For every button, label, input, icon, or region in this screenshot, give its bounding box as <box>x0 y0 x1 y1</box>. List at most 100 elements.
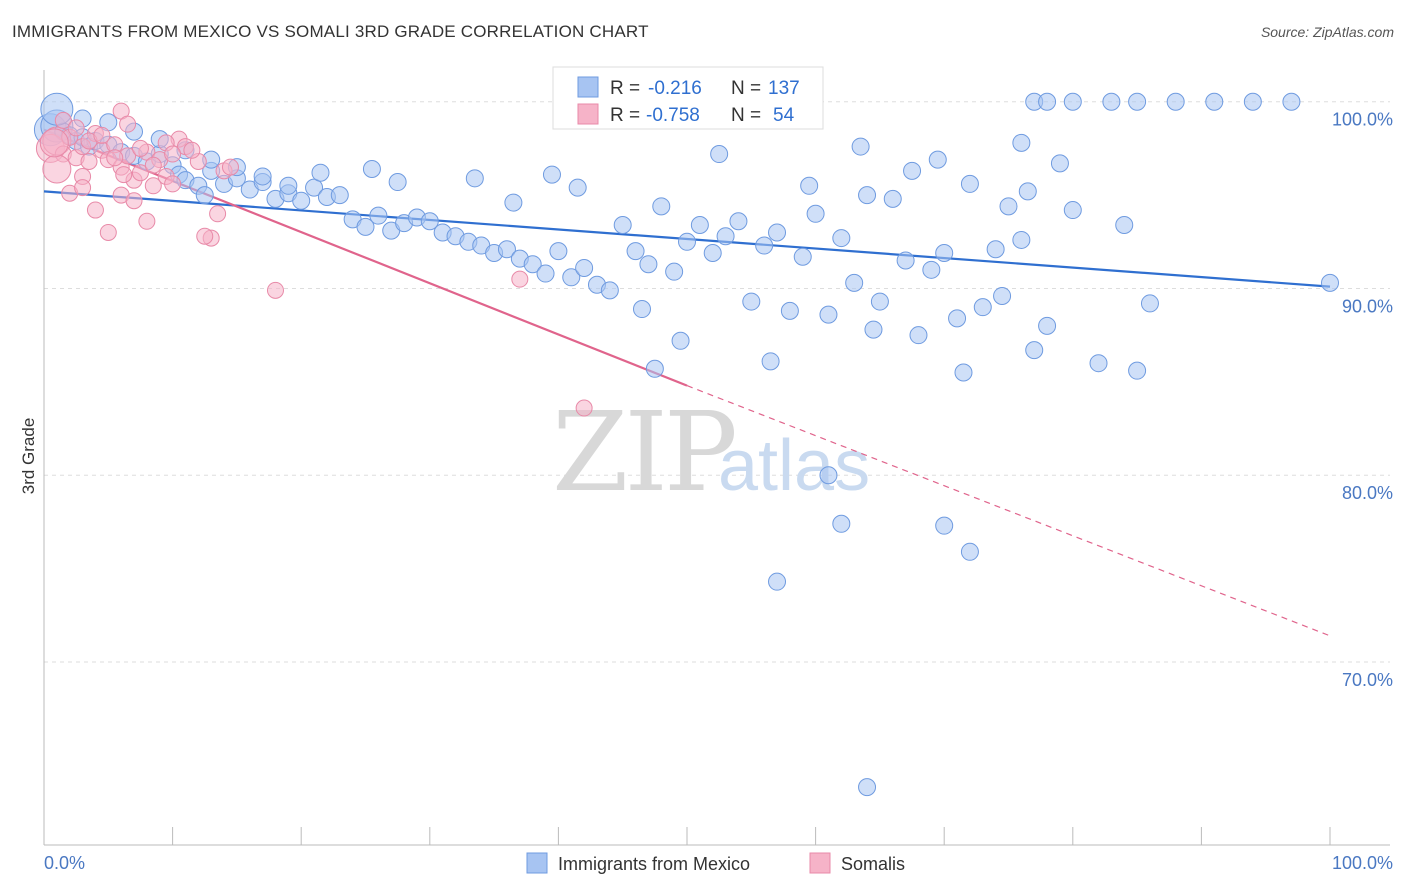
data-point-mexico <box>806 204 825 223</box>
data-point-somalis <box>67 119 85 137</box>
data-point-mexico <box>960 542 979 561</box>
data-point-mexico <box>819 466 838 485</box>
data-point-somalis <box>266 281 284 299</box>
data-point-mexico <box>883 189 902 208</box>
data-point-somalis <box>99 223 117 241</box>
data-point-mexico <box>703 244 722 263</box>
data-point-mexico <box>253 167 272 186</box>
data-point-somalis <box>125 192 143 210</box>
data-point-somalis <box>115 166 133 184</box>
data-point-mexico <box>858 186 877 205</box>
data-point-mexico <box>1243 92 1262 111</box>
data-point-mexico <box>729 212 748 231</box>
data-point-mexico <box>369 206 388 225</box>
legend-n-label-blue: N = <box>731 78 761 99</box>
data-point-mexico <box>845 273 864 292</box>
data-point-mexico <box>851 137 870 156</box>
data-point-mexico <box>613 216 632 234</box>
data-point-mexico <box>645 359 664 378</box>
data-point-somalis <box>164 145 182 163</box>
data-point-mexico <box>1115 216 1134 234</box>
data-point-mexico <box>986 240 1005 259</box>
bottom-legend-label-somalis: Somalis <box>841 854 905 874</box>
data-point-mexico <box>864 320 883 339</box>
data-point-mexico <box>761 352 780 371</box>
data-point-mexico <box>497 240 516 259</box>
source-credit: Source: ZipAtlas.com <box>1260 24 1394 40</box>
data-point-mexico <box>768 223 787 242</box>
data-point-somalis <box>221 158 239 176</box>
y-axis-title: 3rd Grade <box>19 418 38 495</box>
x-ticks <box>43 827 1331 845</box>
data-point-mexico <box>665 262 684 281</box>
legend-swatch-pink <box>577 103 599 125</box>
data-point-mexico <box>948 309 967 328</box>
stats-legend: R = -0.216 N = 137 R = -0.758 N = 54 <box>552 66 824 130</box>
axes <box>43 70 1390 846</box>
data-point-mexico <box>710 145 729 164</box>
data-point-mexico <box>1018 182 1037 201</box>
data-point-mexico <box>973 298 992 317</box>
data-point-somalis <box>74 179 92 197</box>
trend-line-somalis-extension <box>686 385 1331 637</box>
data-point-mexico <box>935 244 954 263</box>
data-point-mexico <box>1140 294 1159 313</box>
data-point-mexico <box>896 251 915 270</box>
data-point-mexico <box>292 191 311 210</box>
data-point-mexico <box>793 247 812 266</box>
y-tick-label: 80.0% <box>1342 483 1393 503</box>
data-point-mexico <box>195 186 214 205</box>
data-point-mexico <box>549 242 568 261</box>
data-point-mexico <box>960 174 979 193</box>
data-point-mexico <box>1205 92 1224 111</box>
legend-n-value-blue: 137 <box>768 78 800 99</box>
data-point-somalis <box>575 399 593 417</box>
x-tick-label-min: 0.0% <box>44 853 85 873</box>
data-point-mexico <box>768 572 787 591</box>
data-point-mexico <box>1038 316 1057 335</box>
data-point-mexico <box>1102 92 1121 111</box>
data-point-somalis <box>106 149 124 167</box>
data-point-mexico <box>903 161 922 180</box>
data-point-mexico <box>356 217 375 236</box>
series-immigrants-from-mexico <box>33 92 1339 797</box>
data-point-mexico <box>311 163 330 182</box>
data-point-somalis <box>131 164 149 182</box>
data-point-somalis <box>39 128 69 158</box>
trend-lines <box>43 128 1331 637</box>
data-point-mexico <box>626 242 645 261</box>
data-point-somalis <box>80 153 98 171</box>
data-point-mexico <box>1063 92 1082 111</box>
data-point-mexico <box>362 159 381 178</box>
data-point-mexico <box>858 778 877 797</box>
data-point-somalis <box>196 227 214 245</box>
data-point-mexico <box>690 216 709 234</box>
data-point-mexico <box>999 197 1018 216</box>
data-point-mexico <box>465 169 484 188</box>
data-point-mexico <box>870 292 889 311</box>
bottom-legend-swatch-somalis <box>809 852 831 874</box>
legend-r-label-blue: R = <box>610 78 640 99</box>
data-point-mexico <box>420 212 439 231</box>
data-point-mexico <box>568 178 587 197</box>
watermark-atlas: atlas <box>718 426 870 506</box>
data-point-somalis <box>183 141 201 159</box>
data-point-mexico <box>523 255 542 274</box>
data-point-somalis <box>42 154 72 184</box>
bottom-legend-swatch-mexico <box>526 852 548 874</box>
data-point-mexico <box>742 292 761 311</box>
data-point-mexico <box>1038 92 1057 111</box>
data-point-mexico <box>632 300 651 319</box>
data-point-mexico <box>780 301 799 320</box>
bottom-legend-label-mexico: Immigrants from Mexico <box>558 854 750 874</box>
legend-r-value-blue: -0.216 <box>648 78 702 99</box>
series-somalis <box>35 102 593 417</box>
x-tick-label-max: 100.0% <box>1332 853 1393 873</box>
data-point-somalis <box>511 270 529 288</box>
chart-title: IMMIGRANTS FROM MEXICO VS SOMALI 3RD GRA… <box>12 22 649 41</box>
data-point-somalis <box>138 212 156 230</box>
data-point-mexico <box>652 197 671 216</box>
data-point-mexico <box>575 258 594 277</box>
data-point-mexico <box>909 326 928 345</box>
